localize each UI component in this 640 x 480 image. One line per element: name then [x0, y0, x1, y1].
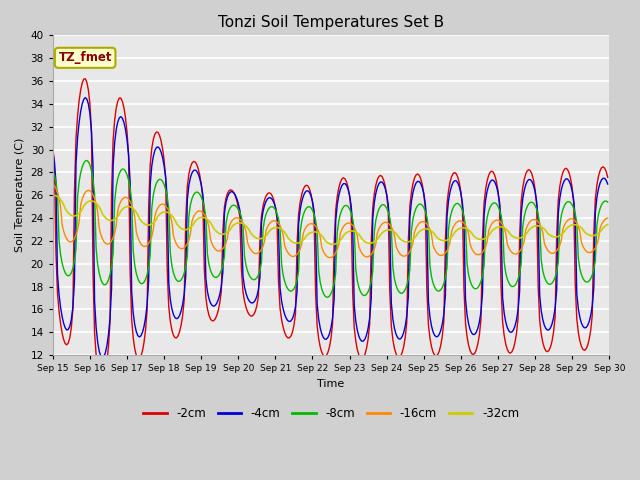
Legend: -2cm, -4cm, -8cm, -16cm, -32cm: -2cm, -4cm, -8cm, -16cm, -32cm — [138, 402, 524, 425]
Y-axis label: Soil Temperature (C): Soil Temperature (C) — [15, 138, 25, 252]
X-axis label: Time: Time — [317, 379, 345, 389]
Title: Tonzi Soil Temperatures Set B: Tonzi Soil Temperatures Set B — [218, 15, 444, 30]
Text: TZ_fmet: TZ_fmet — [58, 51, 112, 64]
